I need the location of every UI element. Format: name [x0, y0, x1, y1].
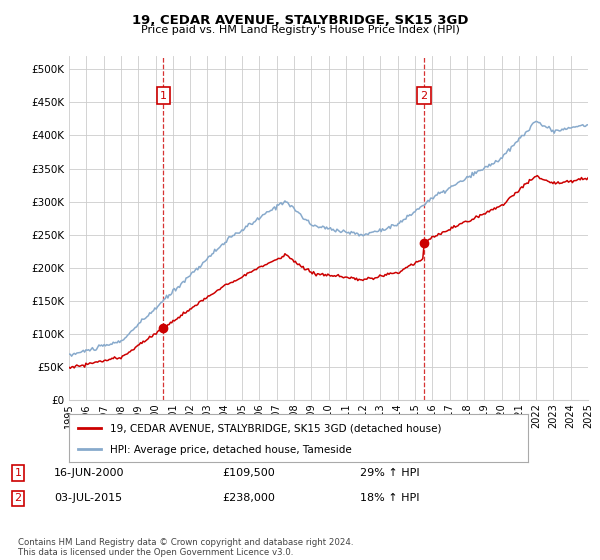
Text: 2: 2: [14, 493, 22, 503]
Text: 19, CEDAR AVENUE, STALYBRIDGE, SK15 3GD (detached house): 19, CEDAR AVENUE, STALYBRIDGE, SK15 3GD …: [110, 424, 442, 433]
Text: 16-JUN-2000: 16-JUN-2000: [54, 468, 125, 478]
Text: 03-JUL-2015: 03-JUL-2015: [54, 493, 122, 503]
Text: 18% ↑ HPI: 18% ↑ HPI: [360, 493, 419, 503]
Text: 29% ↑ HPI: 29% ↑ HPI: [360, 468, 419, 478]
Text: 1: 1: [14, 468, 22, 478]
Text: £238,000: £238,000: [222, 493, 275, 503]
Text: 19, CEDAR AVENUE, STALYBRIDGE, SK15 3GD: 19, CEDAR AVENUE, STALYBRIDGE, SK15 3GD: [132, 14, 468, 27]
Text: HPI: Average price, detached house, Tameside: HPI: Average price, detached house, Tame…: [110, 445, 352, 455]
Text: 1: 1: [160, 91, 167, 101]
Text: Price paid vs. HM Land Registry's House Price Index (HPI): Price paid vs. HM Land Registry's House …: [140, 25, 460, 35]
Text: Contains HM Land Registry data © Crown copyright and database right 2024.
This d: Contains HM Land Registry data © Crown c…: [18, 538, 353, 557]
Text: £109,500: £109,500: [222, 468, 275, 478]
Text: 2: 2: [420, 91, 427, 101]
